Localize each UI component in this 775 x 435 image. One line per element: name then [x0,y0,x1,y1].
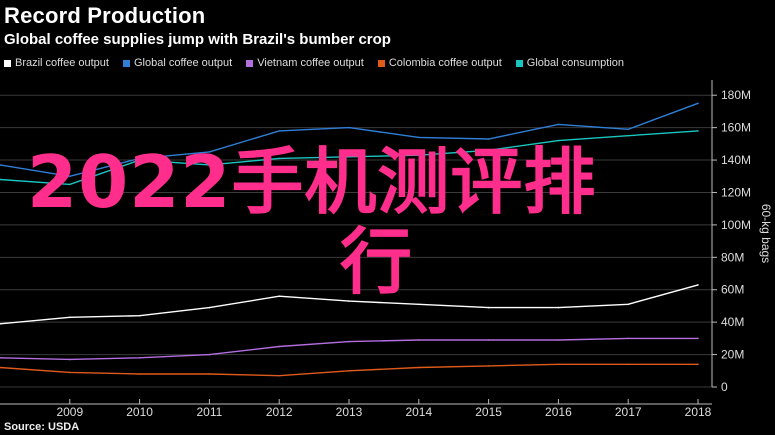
x-tick-label: 2016 [545,405,572,419]
data-point [418,136,420,139]
y-tick-label: 140M [721,153,751,167]
data-point [418,154,420,156]
data-point [69,316,71,319]
data-point [557,306,560,309]
legend-item: Global coffee output [122,57,233,69]
y-tick-label: 120M [721,185,751,199]
data-point [69,183,71,186]
source-note: Source: USDA [4,421,80,433]
data-point [348,126,350,129]
data-point [138,314,141,317]
chart-legend: Brazil coffee output Global coffee output… [4,57,624,69]
x-tick-label: 2013 [336,405,363,419]
legend-label: Global coffee output [133,57,233,69]
data-point [278,374,281,377]
series-line-global-consumption [0,130,699,186]
data-point [487,149,490,152]
data-point [138,373,141,375]
data-point [278,157,281,160]
data-point [208,151,211,153]
data-point [487,365,490,367]
legend-swatch [4,59,11,67]
x-tick-label: 2012 [266,405,293,419]
legend-item: Vietnam coffee output [246,57,364,69]
y-tick-label: 180M [721,88,751,102]
series-line-global-coffee-output [0,102,699,178]
legend-label: Colombia coffee output [388,57,502,69]
data-point [0,357,1,359]
data-point [697,337,699,340]
x-tick-label: 2015 [475,405,502,419]
legend-swatch [122,59,130,67]
data-point [487,339,490,341]
x-tick-label: 2014 [405,405,432,419]
data-point [208,164,211,166]
data-point [138,159,141,161]
legend-swatch [377,59,385,67]
data-point [627,363,629,366]
chart-subtitle: Global coffee supplies jump with Brazil'… [4,31,391,48]
data-point [627,128,629,131]
chart-title: Record Production [4,3,206,28]
data-point [557,363,560,366]
data-point [418,303,420,306]
data-point [627,303,629,306]
data-point [278,345,281,348]
data-point [69,358,71,361]
data-point [487,306,490,309]
y-axis-title: 60-kg bags [759,204,773,263]
legend-swatch [515,59,523,67]
data-point [627,337,629,340]
data-point [627,134,629,137]
y-tick-label: 20M [721,348,744,362]
y-tick-label: 100M [721,218,751,232]
legend-item: Colombia coffee output [377,57,502,69]
legend-item: Global consumption [515,57,625,69]
data-point [208,306,211,309]
data-point [69,175,71,178]
data-point [348,156,350,158]
legend-label: Brazil coffee output [15,57,109,69]
data-point [557,139,560,142]
data-point [208,373,211,375]
series-line-brazil-coffee-output [0,284,699,325]
x-tick-label: 2010 [126,405,153,419]
x-tick-label: 2009 [56,405,83,419]
x-tick-label: 2017 [615,405,642,419]
data-point [348,369,350,372]
data-point [0,322,1,325]
x-tick-label: 2018 [685,405,712,419]
y-tick-label: 60M [721,283,744,297]
data-point [138,157,141,160]
data-point [208,353,211,356]
y-tick-label: 40M [721,315,744,329]
data-point [418,366,420,369]
data-point [418,339,420,341]
legend-label: Global consumption [526,57,625,69]
data-point [348,340,350,343]
data-point [278,295,281,298]
legend-item: Brazil coffee output [4,57,109,69]
data-point [697,284,699,286]
data-point [487,138,490,140]
data-point [278,130,281,132]
data-point [557,339,560,341]
data-point [348,300,350,302]
y-tick-label: 0 [721,380,728,394]
y-tick-label: 80M [721,250,744,264]
data-point [0,164,1,166]
legend-label: Vietnam coffee output [257,57,364,69]
data-point [697,102,699,105]
data-point [0,366,1,369]
data-point [0,178,1,181]
data-point [697,363,699,366]
data-point [69,371,71,374]
data-point [138,357,141,359]
y-tick-label: 160M [721,121,751,135]
x-tick-label: 2011 [196,405,222,419]
data-point [557,123,560,126]
data-point [697,130,699,132]
legend-swatch [246,59,254,67]
